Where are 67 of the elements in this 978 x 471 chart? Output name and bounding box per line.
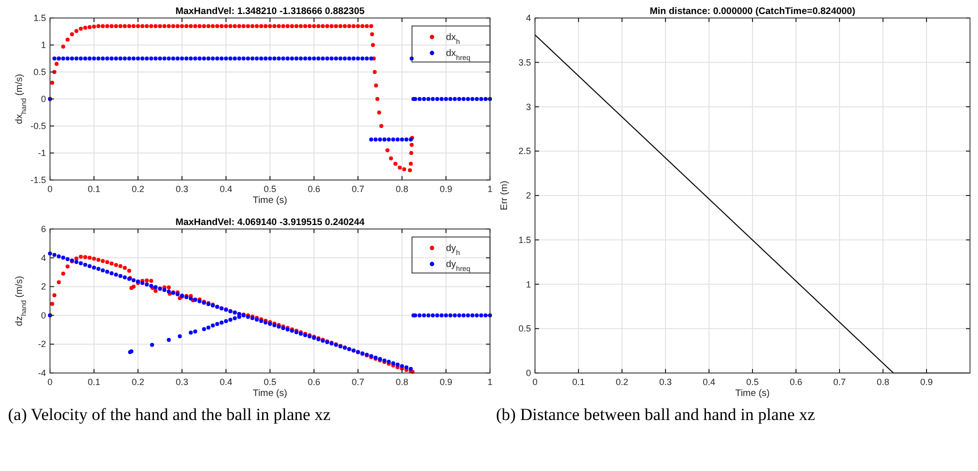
- y-tick-label: -0.5: [30, 121, 46, 131]
- legend-label: dx$_{hreq}$: [446, 48, 470, 62]
- x-tick-label: 0.8: [876, 377, 890, 387]
- y-tick-label: 2.5: [518, 146, 531, 156]
- y-tick-label: -1.5: [30, 175, 46, 185]
- y-tick-label: 3.5: [518, 57, 531, 68]
- x-tick-label: 0: [47, 184, 53, 194]
- x-tick-label: 0.1: [572, 377, 585, 387]
- x-tick-label: 0.9: [440, 184, 452, 194]
- legend-label: dy$_{h}$: [446, 243, 460, 257]
- y-tick-label: 1: [526, 279, 531, 290]
- y-tick-label: 1.5: [518, 234, 531, 245]
- x-tick-label: 0.5: [264, 377, 276, 387]
- y-tick-label: 6: [40, 224, 46, 234]
- x-tick-label: 0.1: [88, 184, 100, 194]
- y-tick-label: 2: [40, 282, 46, 292]
- y-tick-label: -4: [38, 368, 46, 378]
- y-tick-label: 1: [40, 40, 46, 50]
- y-tick-label: 0: [40, 310, 46, 320]
- x-tick-label: 0.8: [396, 184, 408, 194]
- y-tick-label: 0: [40, 94, 46, 104]
- y-tick-label: 4: [526, 13, 531, 23]
- x-tick-label: 1: [487, 377, 493, 387]
- y-tick-label: 0.5: [33, 67, 46, 77]
- x-tick-label: 0.4: [220, 377, 232, 387]
- x-tick-label: 0.6: [790, 377, 802, 387]
- x-tick-label: 0.5: [264, 184, 276, 194]
- y-tick-label: 0.5: [518, 324, 531, 334]
- x-tick-label: 0.6: [308, 377, 320, 387]
- chart-title: MaxHandVel: 1.348210 -1.318666 0.882305: [175, 6, 366, 17]
- x-tick-label: 0.3: [176, 184, 188, 194]
- y-tick-label: 1.5: [33, 13, 46, 23]
- x-axis-title: Time (s): [252, 388, 288, 399]
- y-tick-label: 2: [526, 190, 531, 200]
- x-tick-label: 0.2: [616, 377, 628, 387]
- x-tick-label: 0.2: [132, 377, 144, 387]
- x-tick-label: 0.6: [308, 184, 320, 194]
- x-tick-label: 0.5: [746, 377, 759, 387]
- x-tick-label: 0.9: [440, 377, 452, 387]
- chart-title: Min distance: 0.000000 (CatchTime=0.824000): [650, 6, 856, 17]
- x-axis-title: Time (s): [735, 388, 770, 399]
- y-tick-label: -1: [38, 148, 46, 158]
- x-tick-label: 0.8: [396, 377, 408, 387]
- x-axis-title: Time (s): [252, 195, 288, 206]
- text: (b) Distance between ball and hand in plane xz: [496, 404, 816, 426]
- x-tick-label: 0.7: [352, 184, 364, 194]
- x-tick-label: 0: [47, 377, 53, 387]
- x-tick-label: 0.4: [702, 377, 716, 387]
- x-tick-label: 0.3: [176, 377, 188, 387]
- y-tick-label: 4: [40, 252, 46, 263]
- x-tick-label: 0.3: [659, 377, 672, 387]
- text: (a) Velocity of the hand and the ball in plane xz: [8, 404, 332, 426]
- y-axis-title: Err (m): [499, 180, 510, 210]
- legend-label: dx$_{h}$: [446, 32, 460, 46]
- chart-title: MaxHandVel: 4.069140 -3.919515 0.240244: [175, 217, 366, 228]
- x-tick-label: 0.2: [132, 184, 144, 194]
- y-tick-label: -2: [38, 339, 46, 350]
- x-tick-label: 0.4: [220, 184, 232, 194]
- x-tick-label: 1: [487, 184, 493, 194]
- legend-label: dy$_{hreq}$: [446, 259, 470, 273]
- y-tick-label: 3: [526, 102, 531, 112]
- x-tick-label: 0.9: [920, 377, 933, 387]
- x-tick-label: 0.7: [833, 377, 846, 387]
- x-tick-label: 0.1: [88, 377, 100, 387]
- x-tick-label: 0: [532, 377, 538, 387]
- x-tick-label: 0.7: [352, 377, 364, 387]
- y-tick-label: 0: [526, 368, 531, 378]
